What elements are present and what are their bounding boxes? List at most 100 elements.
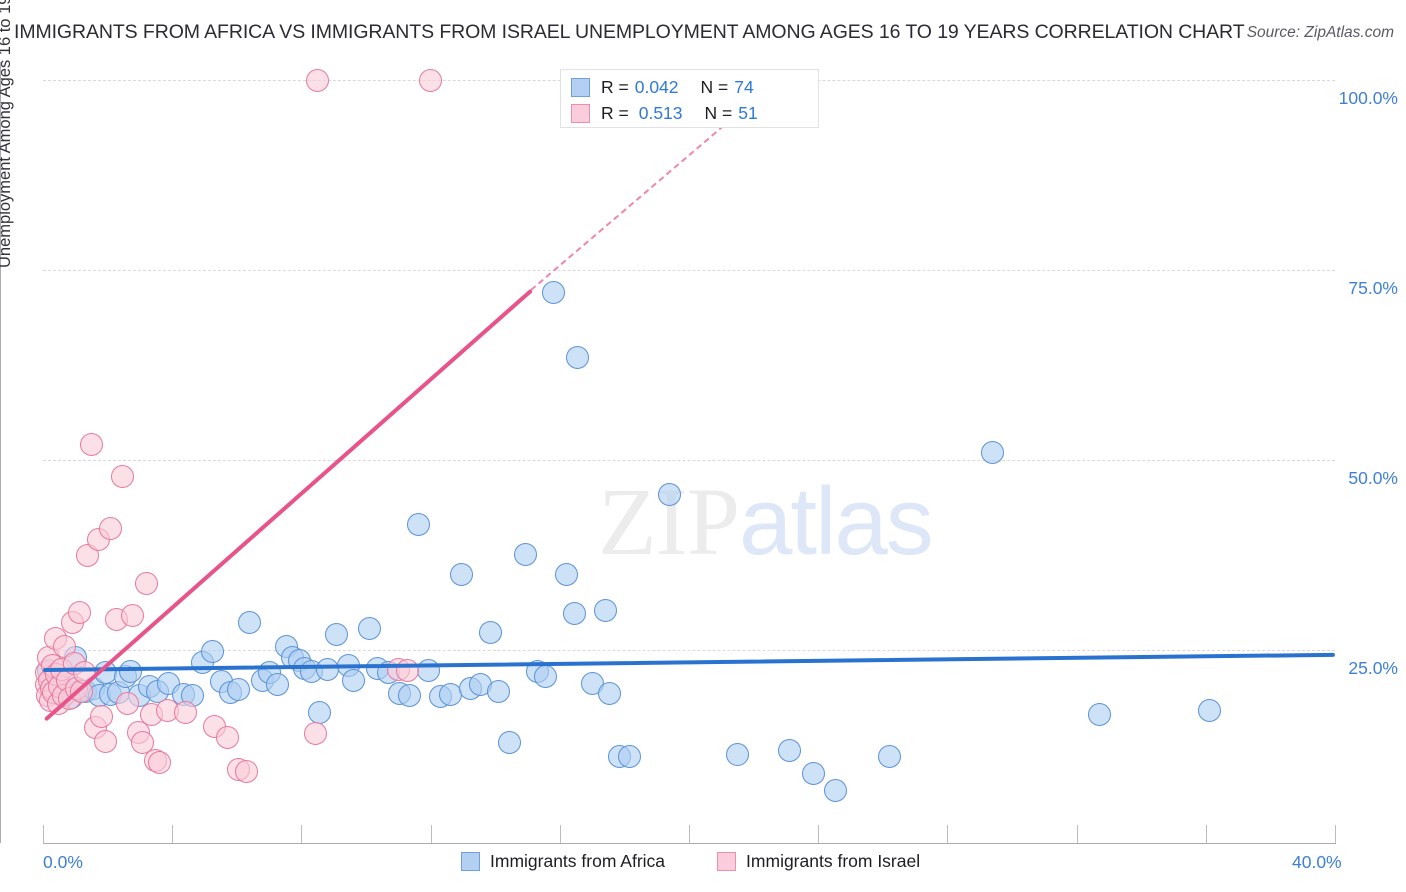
scatter-point — [357, 617, 381, 641]
r-value-africa: 0.042 — [634, 76, 679, 97]
scatter-point — [234, 760, 258, 784]
scatter-point — [877, 744, 901, 768]
r-label-africa: R = — [601, 76, 629, 97]
scatter-point — [79, 433, 103, 457]
scatter-point — [116, 691, 140, 715]
n-label-israel: N = — [704, 102, 733, 123]
x-axis-min-label: 0.0% — [43, 852, 83, 872]
swatch-africa-icon — [571, 77, 590, 97]
scatter-point — [306, 68, 330, 92]
scatter-point — [304, 722, 328, 746]
scatter-point — [554, 562, 578, 586]
legend-item-israel[interactable]: Immigrants from Israel — [717, 851, 920, 872]
legend-label-africa: Immigrants from Africa — [490, 851, 666, 871]
scatter-point — [562, 602, 586, 626]
correlation-stats-legend: R = 0.042 N = 74 R = 0.513 N = 51 — [560, 69, 819, 128]
scatter-point — [110, 465, 134, 489]
scatter-point — [201, 640, 225, 664]
n-value-israel: 51 — [738, 102, 758, 123]
legend-swatch-africa-icon — [461, 852, 480, 871]
n-label-africa: N = — [700, 76, 729, 97]
gridline — [43, 460, 1335, 461]
scatter-point — [801, 761, 825, 785]
x-tick — [947, 825, 949, 843]
source-label: Source: ZipAtlas.com — [1246, 24, 1394, 41]
scatter-point — [478, 621, 502, 645]
scatter-point — [119, 659, 143, 683]
scatter-point — [398, 684, 422, 708]
scatter-point — [121, 604, 145, 628]
scatter-point — [1197, 699, 1221, 723]
scatter-point — [824, 779, 848, 803]
plot-area: ZIPatlas — [34, 62, 1336, 843]
x-tick — [172, 825, 174, 843]
legend-label-israel: Immigrants from Israel — [746, 851, 921, 871]
scatter-point — [325, 623, 349, 647]
scatter-point — [498, 731, 522, 755]
x-tick — [301, 825, 303, 843]
y-tick-label: 100.0% — [1338, 88, 1398, 108]
x-tick — [1205, 825, 1207, 843]
gridline — [43, 270, 1335, 271]
scatter-point — [226, 678, 250, 702]
scatter-point — [130, 731, 154, 755]
x-axis-line — [43, 843, 1336, 844]
scatter-point — [514, 542, 538, 566]
scatter-point — [307, 700, 331, 724]
scatter-point — [725, 743, 749, 767]
scatter-point — [238, 611, 262, 635]
x-tick — [43, 825, 44, 843]
legend-item-africa[interactable]: Immigrants from Africa — [461, 851, 665, 872]
r-label-israel: R = — [601, 102, 629, 123]
scatter-point — [486, 680, 510, 704]
y-tick-label: 75.0% — [1348, 278, 1398, 298]
swatch-israel-icon — [571, 103, 590, 123]
scatter-point — [541, 281, 565, 305]
scatter-point — [341, 668, 365, 692]
scatter-point — [148, 750, 172, 774]
series-legend: Immigrants from Africa Immigrants from I… — [461, 851, 972, 872]
scatter-point — [533, 665, 557, 689]
stats-row-africa: R = 0.042 N = 74 — [571, 74, 818, 100]
x-tick — [430, 825, 432, 843]
scatter-point — [67, 600, 91, 624]
scatter-point — [99, 516, 123, 540]
scatter-point — [396, 659, 420, 683]
scatter-point — [406, 513, 430, 537]
x-tick — [689, 825, 690, 843]
watermark-atlas: atlas — [739, 468, 934, 575]
scatter-point — [658, 482, 682, 506]
x-tick — [1076, 825, 1078, 843]
r-value-israel: 0.513 — [638, 102, 683, 123]
scatter-point — [316, 657, 340, 681]
n-value-africa: 74 — [734, 76, 754, 97]
gridline — [43, 650, 1335, 651]
scatter-point — [134, 571, 158, 595]
scatter-point — [617, 744, 641, 768]
scatter-point — [598, 681, 622, 705]
stats-row-israel: R = 0.513 N = 51 — [571, 100, 818, 126]
scatter-point — [215, 725, 239, 749]
scatter-point — [90, 705, 114, 729]
y-tick-label: 50.0% — [1348, 468, 1398, 488]
y-axis-title: Unemployment Among Ages 16 to 19 years — [0, 0, 14, 268]
scatter-point — [593, 598, 617, 622]
y-tick-label: 25.0% — [1348, 658, 1398, 678]
page-title: IMMIGRANTS FROM AFRICA VS IMMIGRANTS FRO… — [14, 21, 1245, 43]
scatter-point — [173, 700, 197, 724]
y-axis-line — [0, 62, 1, 843]
x-tick — [559, 825, 561, 843]
scatter-point — [777, 738, 801, 762]
scatter-point — [449, 562, 473, 586]
x-tick — [818, 825, 820, 843]
scatter-point — [981, 440, 1005, 464]
x-axis-max-label: 40.0% — [1292, 852, 1342, 872]
legend-swatch-israel-icon — [717, 852, 737, 871]
scatter-point — [1087, 703, 1111, 727]
x-tick — [1335, 825, 1336, 843]
scatter-point — [265, 672, 289, 696]
scatter-point — [419, 68, 443, 92]
scatter-point — [94, 729, 118, 753]
scatter-point — [566, 345, 590, 369]
